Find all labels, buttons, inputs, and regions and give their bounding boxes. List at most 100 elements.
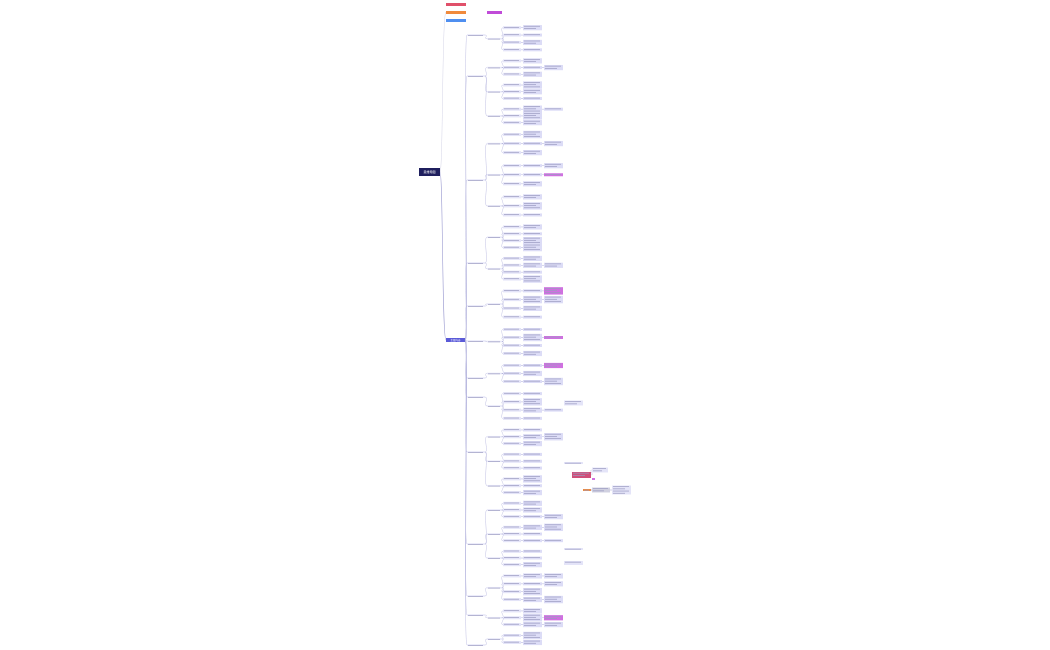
text-line [545,514,561,516]
link [501,557,504,565]
text-line [468,306,483,307]
text-line [524,92,536,93]
text-line [504,352,519,354]
text-line [504,533,519,534]
text-line [524,233,540,234]
text-line [524,642,536,644]
text-line [584,489,589,491]
text-line [468,544,483,545]
link [501,27,504,39]
text-line [524,453,540,455]
link [501,461,504,469]
text-line [488,143,500,145]
text-line [524,525,540,527]
leaf-node [523,434,542,440]
link [501,115,504,123]
text-line [524,133,536,135]
text-line [545,383,561,384]
text-line [545,524,561,526]
text-line [524,42,536,44]
text-line [524,256,540,258]
text-line [504,91,519,92]
text-line [504,436,519,437]
text-line [545,67,557,69]
text-line [504,344,519,346]
link [484,340,488,342]
text-line [504,121,519,123]
leaf-node [523,262,542,268]
text-line [504,108,519,110]
link [484,587,488,597]
text-line [468,35,483,36]
text-line [488,617,500,619]
text-line [488,510,500,511]
text-line [565,462,581,464]
text-line [524,403,540,405]
text-line [488,268,500,270]
text-line [545,433,561,435]
text-line [504,226,519,227]
text-line [504,246,519,248]
link [501,67,504,75]
text-line [524,637,540,638]
text-line [565,403,577,405]
text-line [524,136,540,137]
text-line [545,380,557,382]
text-line [524,72,540,74]
text-line [504,509,519,510]
text-line [504,278,519,280]
text-line [504,205,519,206]
text-line [524,61,536,62]
text-line [468,615,483,616]
text-line [524,244,540,246]
text-line [488,461,500,462]
text-line [524,467,540,469]
leaf-node [523,25,542,31]
text-line [524,28,536,29]
text-line [545,265,557,267]
text-line [565,548,581,550]
text-line [524,557,540,558]
text-line [545,174,561,175]
text-line [524,276,540,277]
text-line [504,429,519,430]
root-link [439,171,447,341]
text-line [488,91,500,93]
text-line [545,624,557,626]
text-line [524,609,540,610]
text-line [524,640,540,642]
text-line [524,503,536,505]
text-line [524,237,540,239]
text-line [504,49,519,50]
text-line [504,467,519,469]
text-line [524,242,540,243]
text-line [504,401,519,402]
leaf-node [523,500,542,506]
text-line [545,108,561,110]
tree [464,25,631,646]
text-line [524,611,536,613]
text-line [488,587,500,589]
text-line [524,410,536,412]
tag-orange [446,11,466,14]
text-line [524,364,540,366]
link [501,165,504,175]
text-line [524,271,540,273]
leaf-node [523,562,542,568]
link [484,436,488,453]
leaf-node [523,66,542,70]
tag-red [446,3,466,6]
link [484,614,488,618]
text-line [593,490,604,492]
text-line [524,120,540,122]
text-line [565,561,581,563]
link [501,436,504,444]
link [464,339,468,342]
text-line [524,106,540,107]
text-line [504,34,519,36]
link [501,143,504,153]
text-line [524,290,540,291]
leaf-node [523,608,542,614]
text-line [504,583,519,584]
link [501,329,504,342]
